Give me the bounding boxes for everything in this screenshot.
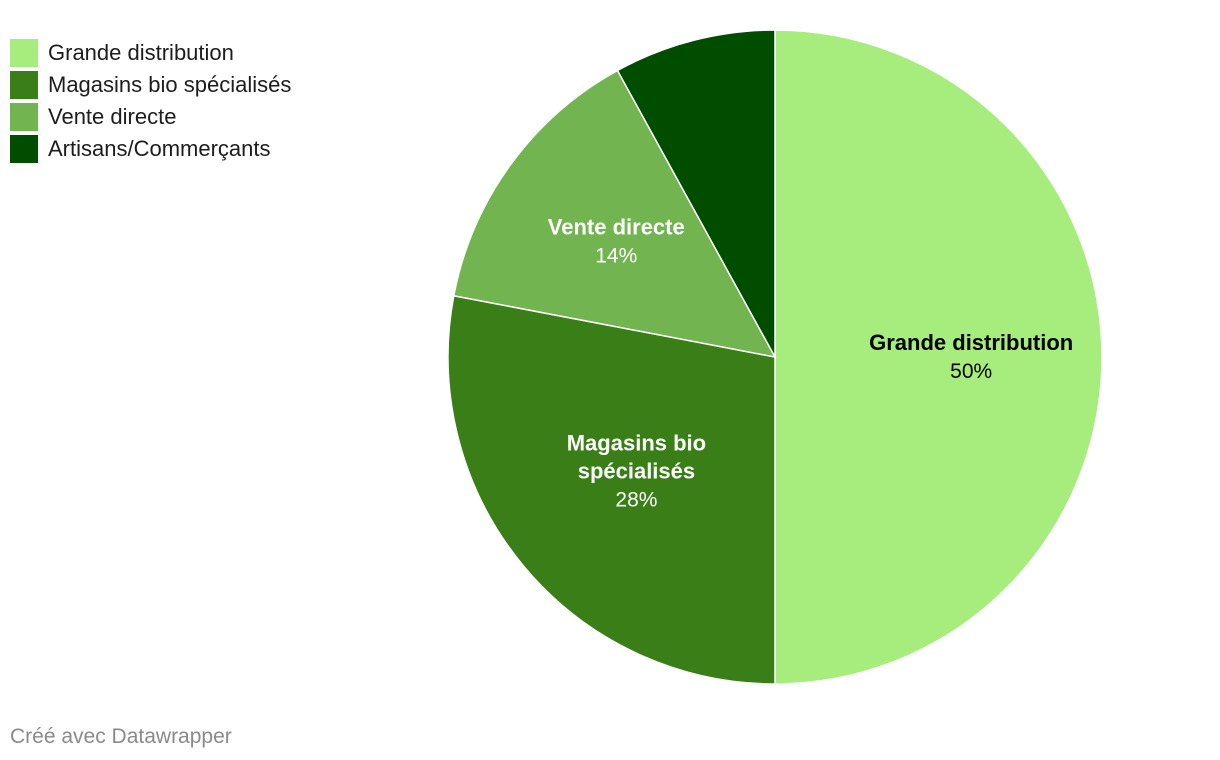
legend-swatch (10, 71, 38, 99)
legend-item-artisans: Artisans/Commerçants (10, 135, 291, 163)
legend-item-grande-distribution: Grande distribution (10, 39, 291, 67)
pie-slice-vente-directe (452, 69, 777, 359)
pie-slice-artisans (616, 29, 776, 358)
legend-swatch (10, 39, 38, 67)
pie-slice-magasins-bio (447, 294, 776, 685)
pie-chart: Grande distribution 50% Magasins bio spécia… (447, 29, 1103, 685)
pie-slice-grande-distribution (774, 29, 1103, 685)
slice-label-grande-distribution: Grande distribution (869, 330, 1073, 355)
legend-label: Grande distribution (48, 40, 234, 65)
slice-value-magasins-bio: 28% (615, 489, 657, 512)
chart-legend: Grande distribution Magasins bio spécial… (10, 39, 291, 167)
slice-value-grande-distribution: 50% (950, 360, 992, 383)
slice-label-vente-directe: Vente directe (548, 215, 685, 240)
footer-credit: Créé avec Datawrapper (10, 725, 232, 748)
slice-label-magasins-bio: spécialisés (578, 459, 695, 484)
slice-value-vente-directe: 14% (595, 245, 637, 268)
slice-label-magasins-bio: Magasins bio (567, 431, 706, 456)
legend-label: Artisans/Commerçants (48, 136, 271, 161)
legend-label: Magasins bio spécialisés (48, 72, 292, 97)
legend-swatch (10, 135, 38, 163)
legend-label: Vente directe (48, 104, 177, 129)
legend-item-magasins-bio: Magasins bio spécialisés (10, 71, 291, 99)
legend-item-vente-directe: Vente directe (10, 103, 291, 131)
legend-swatch (10, 103, 38, 131)
